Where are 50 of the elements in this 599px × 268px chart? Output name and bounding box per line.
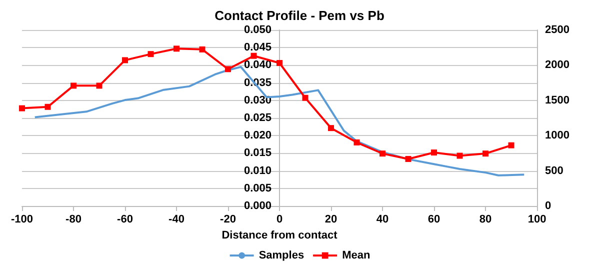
chart-title: Contact Profile - Pem vs Pb	[214, 8, 384, 23]
x-tick-label: 80	[479, 214, 492, 226]
y2-tick-label: 1500	[545, 94, 570, 106]
x-tick-label: 60	[428, 214, 440, 226]
x-tick-label: 20	[324, 214, 338, 226]
legend-label: Mean	[342, 250, 370, 262]
y-tick-label: 0.005	[244, 182, 272, 194]
x-tick-label: -100	[10, 214, 34, 226]
point	[276, 60, 282, 66]
x-tick-label: -60	[117, 214, 133, 226]
point	[122, 57, 128, 64]
point	[431, 149, 437, 156]
y2-tick-label: 0	[545, 200, 552, 212]
x-tick-label: -40	[168, 214, 184, 226]
y2-tick-label: 500	[545, 164, 564, 177]
point	[250, 52, 257, 59]
point	[199, 46, 206, 52]
x-tick-label: 100	[528, 214, 546, 226]
point	[354, 139, 360, 146]
point	[380, 150, 386, 157]
x-axis-title: Distance from contact	[222, 229, 338, 242]
y2-tick-label: 1000	[545, 130, 570, 142]
point	[456, 152, 463, 159]
point	[225, 66, 231, 72]
y2-tick-label: 2500	[545, 24, 570, 36]
x-tick-label: 0	[276, 214, 283, 226]
point	[482, 150, 488, 157]
y-tick-label: 0.040	[244, 59, 272, 72]
point	[96, 82, 102, 89]
point	[328, 125, 334, 132]
point	[405, 156, 412, 162]
x-tick-label: -80	[66, 214, 82, 226]
y-tick-label: 0.045	[244, 42, 272, 54]
point	[174, 46, 180, 52]
point	[148, 51, 154, 58]
x-tick-label: 40	[376, 214, 389, 226]
point	[19, 105, 25, 112]
y-tick-label: 0.050	[244, 24, 272, 36]
y-tick-label: 0.015	[244, 147, 272, 160]
x-tick-label: -20	[220, 214, 236, 226]
point	[44, 104, 51, 110]
y-tick-label: 0.020	[244, 130, 272, 142]
y2-tick-label: 2000	[545, 59, 570, 72]
y-tick-label: 0.000	[244, 200, 272, 212]
y-tick-label: 0.025	[244, 112, 272, 124]
point	[70, 82, 76, 89]
point	[302, 94, 308, 101]
legend-label: Samples	[258, 250, 304, 262]
y-tick-label: 0.010	[244, 164, 272, 177]
point	[508, 142, 514, 148]
